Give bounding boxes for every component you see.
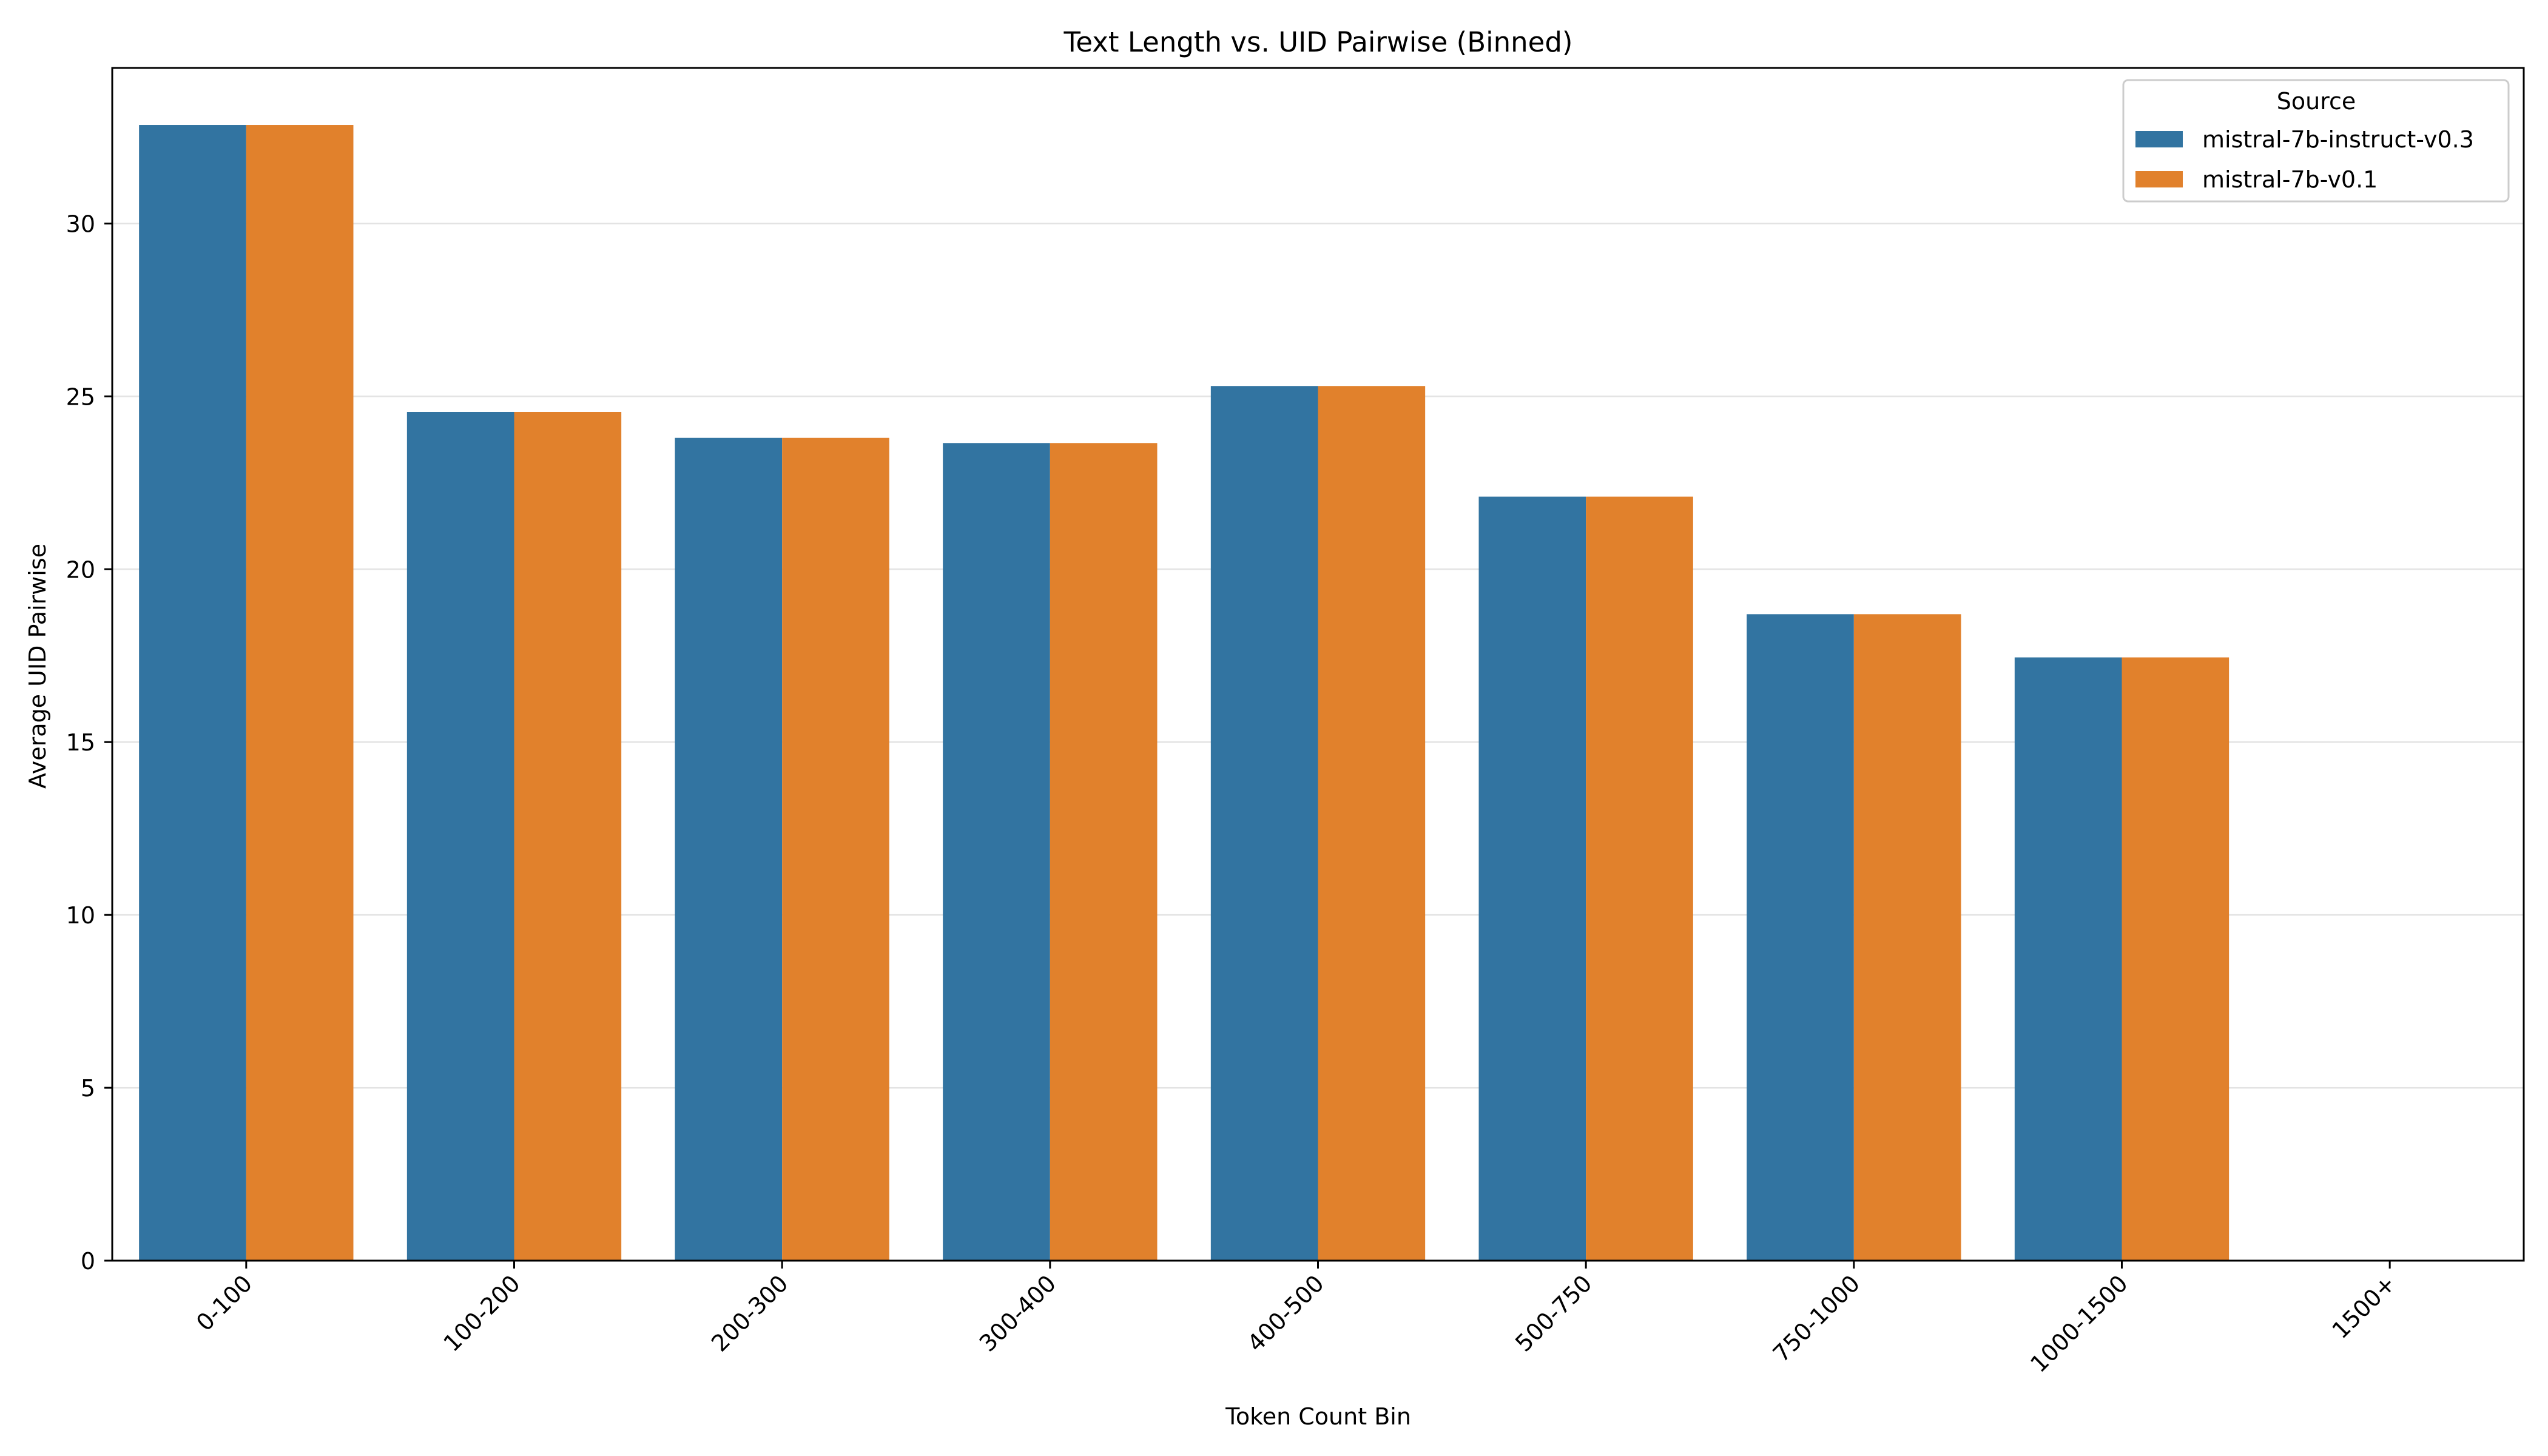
y-tick-label: 5 bbox=[81, 1075, 95, 1102]
bar bbox=[943, 443, 1050, 1261]
bar bbox=[675, 437, 783, 1261]
bar bbox=[139, 125, 246, 1261]
chart-title: Text Length vs. UID Pairwise (Binned) bbox=[1063, 26, 1573, 58]
bar bbox=[1050, 443, 1158, 1261]
bar bbox=[782, 437, 889, 1261]
bar bbox=[2014, 657, 2122, 1261]
legend-box bbox=[2122, 79, 2510, 203]
y-axis: 0 5 10 15 20 25 30 bbox=[66, 211, 112, 1275]
legend-label-instruct: mistral-7b-instruct-v0.3 bbox=[2202, 126, 2474, 153]
y-tick-label: 30 bbox=[66, 211, 95, 237]
x-axis-label: Token Count Bin bbox=[1225, 1403, 1411, 1430]
bar bbox=[406, 412, 514, 1261]
bar bbox=[1747, 614, 1854, 1261]
bar bbox=[1853, 614, 1961, 1261]
legend-title: Source bbox=[2277, 88, 2356, 115]
bar bbox=[246, 125, 354, 1261]
y-tick-label: 15 bbox=[66, 729, 95, 756]
legend-swatch-base bbox=[2135, 171, 2183, 187]
legend-swatch-instruct bbox=[2135, 131, 2183, 147]
bar bbox=[514, 412, 622, 1261]
legend: Source mistral-7b-instruct-v0.3 mistral-… bbox=[2122, 79, 2510, 203]
bar bbox=[1586, 496, 1693, 1261]
y-tick-label: 0 bbox=[81, 1248, 95, 1275]
y-tick-label: 10 bbox=[66, 902, 95, 929]
y-tick-label: 20 bbox=[66, 556, 95, 583]
y-axis-label: Average UID Pairwise bbox=[24, 544, 51, 789]
bar bbox=[1318, 386, 1426, 1261]
bar bbox=[1210, 386, 1318, 1261]
bar bbox=[1478, 496, 1586, 1261]
bar bbox=[2122, 657, 2230, 1261]
y-tick-label: 25 bbox=[66, 383, 95, 410]
bars bbox=[139, 125, 2230, 1261]
legend-label-base: mistral-7b-v0.1 bbox=[2202, 166, 2378, 193]
